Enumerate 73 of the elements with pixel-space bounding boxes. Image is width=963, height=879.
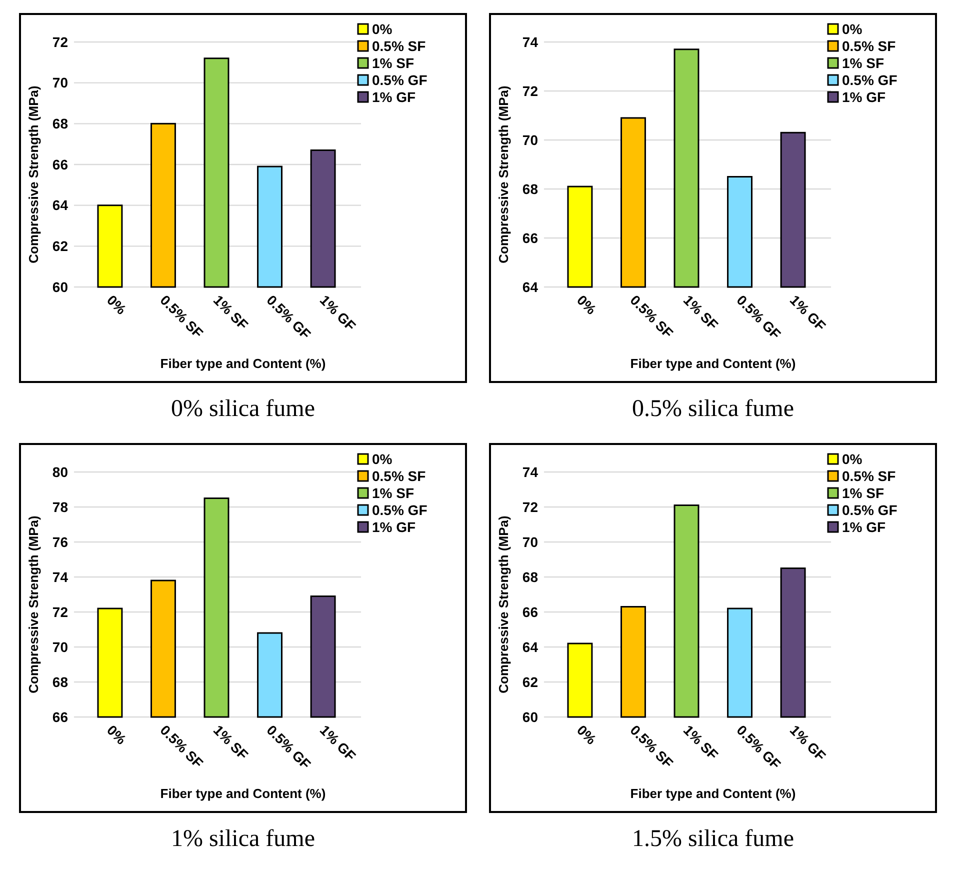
y-tick-label: 66 [52, 708, 68, 725]
x-tick-label: 1% SF [210, 722, 252, 764]
y-tick-label: 80 [52, 464, 68, 480]
legend-label: 0% [372, 20, 393, 37]
y-tick-label: 66 [522, 604, 538, 620]
y-tick-label: 68 [522, 568, 538, 585]
y-tick-label: 62 [522, 674, 538, 690]
legend-label: 0.5% GF [842, 502, 898, 518]
legend-label: 1% SF [372, 54, 414, 71]
x-tick-label: 0% [104, 292, 130, 318]
x-axis-title: Fiber type and Content (%) [630, 786, 796, 801]
legend-label: 1% GF [842, 88, 886, 105]
legend-label: 0.5% SF [372, 468, 426, 484]
y-axis-title: Compressive Strength (MPa) [26, 86, 41, 264]
y-tick-label: 64 [522, 278, 538, 295]
x-axis-title: Fiber type and Content (%) [160, 356, 326, 371]
legend-label: 1% GF [842, 518, 886, 535]
legend-label: 0% [372, 450, 393, 467]
x-tick-label: 1% SF [680, 722, 722, 764]
y-tick-label: 66 [522, 230, 538, 246]
legend-label: 0% [842, 450, 863, 467]
legend-label: 1% GF [372, 88, 416, 105]
x-tick-label: 1% SF [680, 292, 722, 334]
y-tick-label: 70 [522, 132, 538, 148]
y-tick-label: 72 [52, 34, 68, 50]
y-tick-label: 78 [52, 498, 68, 515]
y-tick-label: 64 [522, 638, 538, 655]
y-tick-label: 72 [52, 604, 68, 620]
legend-label: 0.5% GF [372, 502, 428, 518]
legend-label: 0.5% GF [372, 72, 428, 88]
x-tick-label: 1% GF [316, 722, 360, 764]
y-axis-title: Compressive Strength (MPa) [496, 86, 511, 264]
y-tick-label: 68 [52, 674, 68, 690]
legend-label: 0.5% GF [842, 72, 898, 88]
x-tick-label: 1% GF [316, 292, 360, 334]
x-tick-label: 1% GF [786, 292, 830, 334]
y-tick-label: 66 [52, 156, 68, 172]
x-axis-title: Fiber type and Content (%) [630, 356, 796, 371]
legend-label: 1% SF [372, 484, 414, 501]
text: 1.5% silica fume [632, 826, 794, 852]
legend-label: 1% GF [372, 518, 416, 535]
y-tick-label: 74 [522, 464, 538, 480]
legend-label: 0.5% SF [842, 468, 896, 484]
y-tick-label: 64 [52, 197, 68, 214]
y-tick-label: 68 [52, 116, 68, 132]
y-tick-label: 74 [522, 34, 538, 50]
y-tick-label: 68 [522, 180, 538, 197]
y-tick-label: 62 [52, 238, 68, 254]
x-axis-title: Fiber type and Content (%) [160, 786, 326, 801]
y-tick-label: 60 [52, 278, 68, 295]
x-tick-label: 0% [574, 722, 600, 748]
y-tick-label: 72 [522, 498, 538, 515]
y-tick-label: 76 [52, 534, 68, 550]
x-tick-label: 1% SF [210, 292, 252, 334]
y-axis-title: Compressive Strength (MPa) [26, 516, 41, 694]
y-tick-label: 70 [52, 638, 68, 655]
x-tick-label: 0% [104, 722, 130, 748]
text: 1% silica fume [171, 826, 315, 852]
x-tick-label: 0% [574, 292, 600, 318]
text: 0% silica fume [171, 396, 315, 422]
legend-label: 1% SF [842, 54, 884, 71]
legend-label: 1% SF [842, 484, 884, 501]
y-tick-label: 70 [522, 534, 538, 550]
legend-label: 0% [842, 20, 863, 37]
y-axis-title: Compressive Strength (MPa) [496, 516, 511, 694]
text: 0.5% silica fume [632, 396, 794, 422]
y-tick-label: 60 [522, 708, 538, 725]
y-tick-label: 72 [522, 82, 538, 99]
x-tick-label: 1% GF [786, 722, 830, 764]
legend-label: 0.5% SF [372, 38, 426, 54]
y-tick-label: 74 [52, 568, 68, 585]
y-tick-label: 70 [52, 74, 68, 91]
legend-label: 0.5% SF [842, 38, 896, 54]
